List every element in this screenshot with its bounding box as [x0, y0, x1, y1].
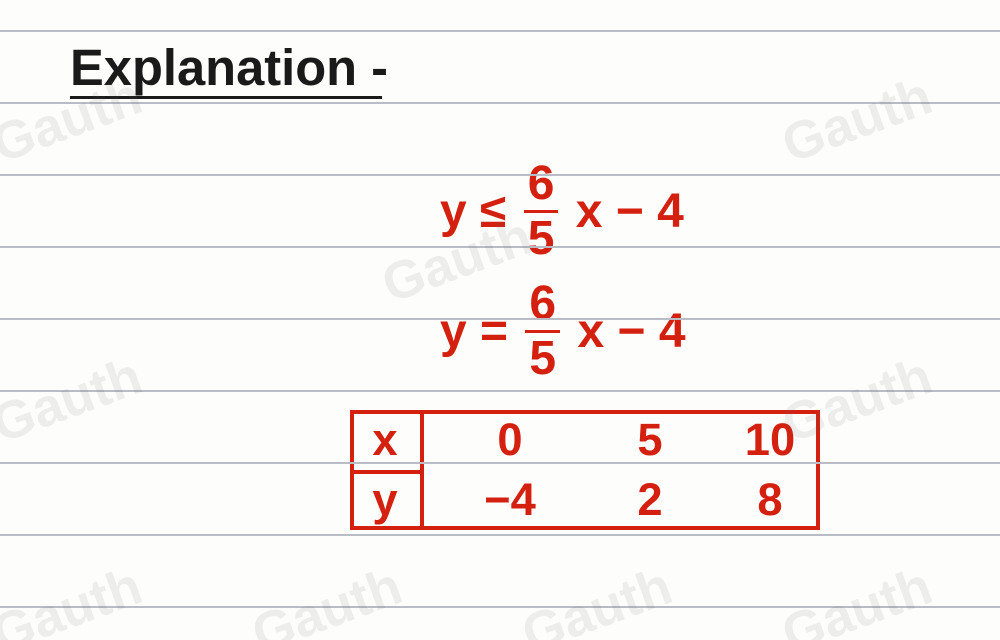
watermark: Gauth	[774, 555, 940, 640]
table-cell: 0	[480, 414, 540, 466]
ruled-line	[0, 390, 1000, 392]
equation-expression: y = 6 5 x − 4	[440, 280, 686, 383]
watermark: Gauth	[0, 555, 150, 640]
watermark: Gauth	[244, 555, 410, 640]
ruled-line	[0, 30, 1000, 32]
table-cell: 10	[740, 414, 800, 466]
ruled-line	[0, 318, 1000, 320]
ruled-line	[0, 462, 1000, 464]
table-row-header-x: x	[355, 414, 415, 466]
table-cell: 2	[620, 474, 680, 526]
ineq-frac-num: 6	[524, 160, 559, 208]
heading-explanation: Explanation -	[70, 38, 388, 97]
eqn-lhs: y	[440, 305, 467, 358]
ineq-relation: ≤	[480, 185, 506, 238]
ruled-line	[0, 606, 1000, 608]
value-table: x y 0 5 10 −4 2 8	[350, 410, 820, 530]
watermark: Gauth	[774, 65, 940, 175]
ineq-rest: x − 4	[576, 185, 684, 238]
ruled-line	[0, 174, 1000, 176]
watermark: Gauth	[514, 555, 680, 640]
eqn-rest: x − 4	[577, 305, 685, 358]
heading-underline	[70, 96, 382, 99]
table-row-header-y: y	[355, 474, 415, 526]
ineq-frac-den: 5	[524, 215, 559, 263]
watermark: Gauth	[0, 345, 150, 455]
ruled-line	[0, 102, 1000, 104]
eqn-relation: =	[480, 305, 508, 358]
eqn-fraction: 6 5	[525, 280, 560, 383]
eqn-frac-num: 6	[525, 280, 560, 328]
ruled-line	[0, 534, 1000, 536]
table-cell: 8	[740, 474, 800, 526]
eqn-frac-den: 5	[525, 335, 560, 383]
table-vertical-divider	[420, 410, 424, 530]
table-cell: −4	[480, 474, 540, 526]
notebook-paper: Explanation - y ≤ 6 5 x − 4 y = 6 5 x − …	[0, 0, 1000, 640]
table-cell: 5	[620, 414, 680, 466]
ineq-lhs: y	[440, 185, 467, 238]
ruled-line	[0, 246, 1000, 248]
